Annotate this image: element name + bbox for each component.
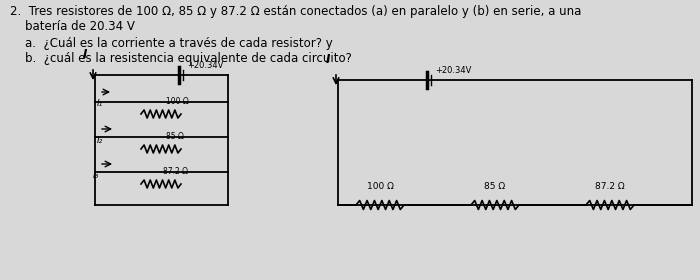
Text: I: I: [326, 53, 330, 66]
Text: 100 Ω: 100 Ω: [367, 182, 393, 191]
Text: batería de 20.34 V: batería de 20.34 V: [10, 20, 135, 33]
Text: 87.2 Ω: 87.2 Ω: [595, 182, 625, 191]
Text: 85 Ω: 85 Ω: [484, 182, 505, 191]
Text: 85 Ω: 85 Ω: [166, 132, 184, 141]
Text: +20.34V: +20.34V: [435, 66, 471, 75]
Text: I₃: I₃: [93, 171, 99, 180]
Text: I: I: [83, 48, 88, 61]
Text: 2.  Tres resistores de 100 Ω, 85 Ω y 87.2 Ω están conectados (a) en paralelo y (: 2. Tres resistores de 100 Ω, 85 Ω y 87.2…: [10, 5, 582, 18]
Text: I₂: I₂: [97, 136, 104, 145]
Text: 87.2 Ω: 87.2 Ω: [163, 167, 188, 176]
Text: a.  ¿Cuál es la corriente a través de cada resistor? y: a. ¿Cuál es la corriente a través de cad…: [10, 37, 332, 50]
Text: I₁: I₁: [97, 99, 104, 108]
Text: b.  ¿cuál es la resistencia equivalente de cada circuito?: b. ¿cuál es la resistencia equivalente d…: [10, 52, 352, 65]
Text: 100 Ω: 100 Ω: [166, 97, 189, 106]
Text: +20.34V: +20.34V: [187, 61, 223, 70]
